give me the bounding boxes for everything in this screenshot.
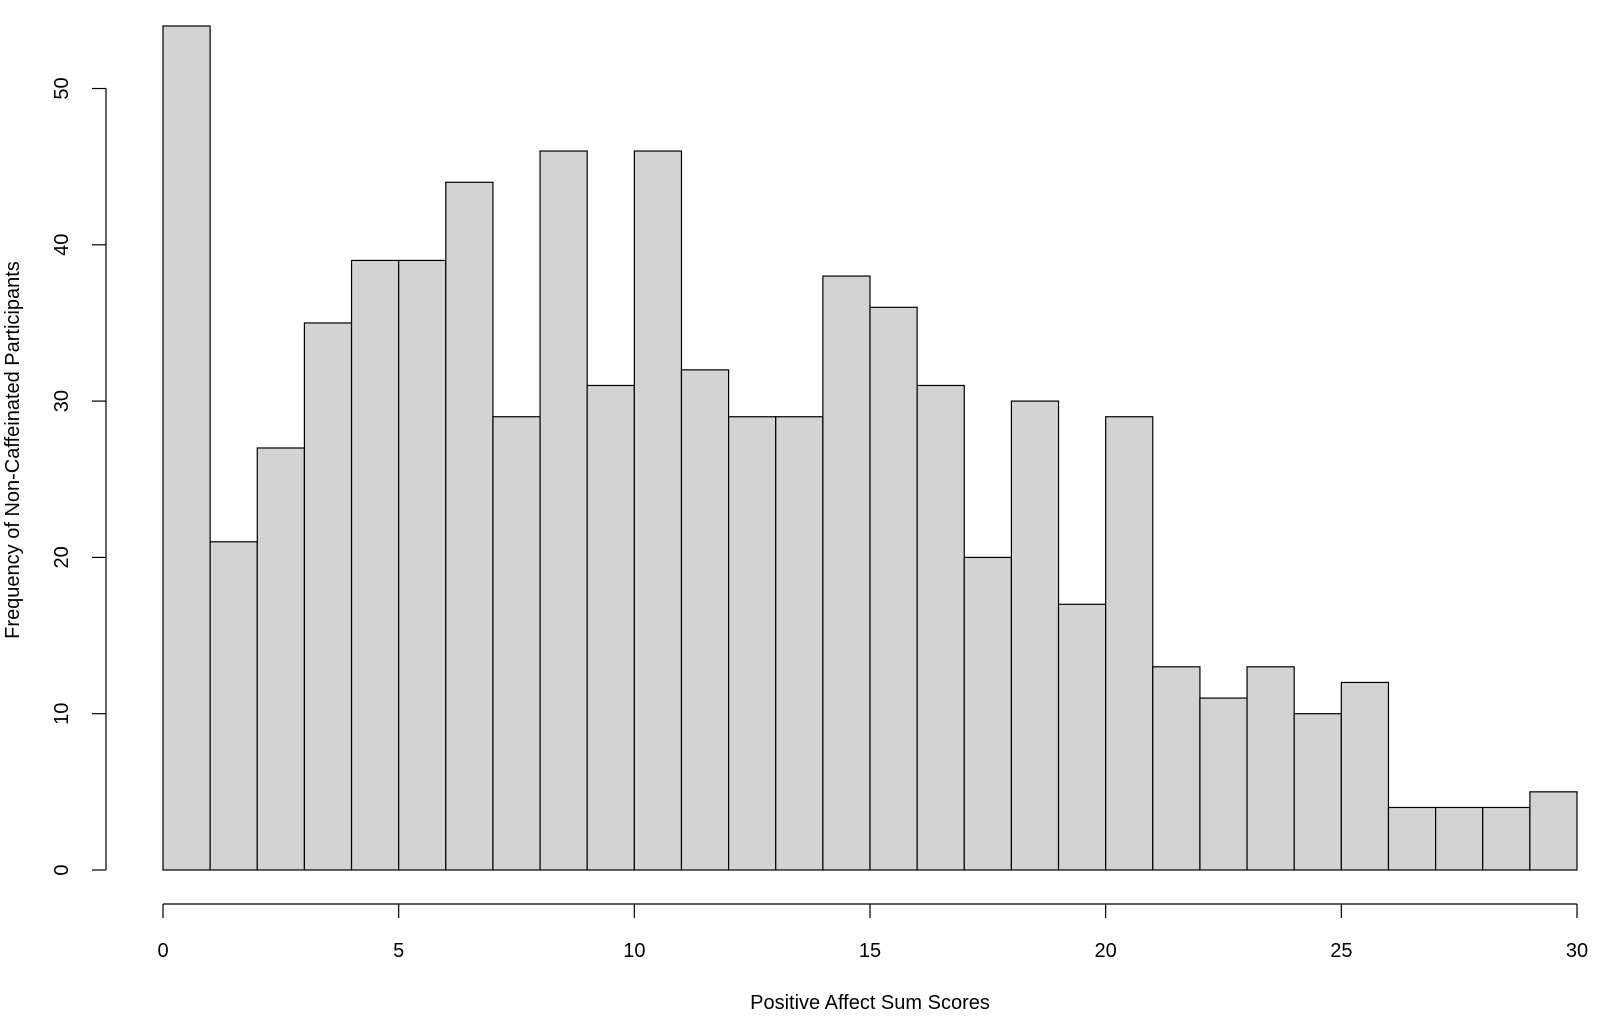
histogram-bar — [963, 556, 1012, 871]
histogram-bar — [303, 322, 353, 871]
histogram-bar — [869, 306, 918, 871]
histogram-bar — [775, 416, 824, 871]
histogram-bar — [539, 150, 588, 871]
histogram-bar — [398, 259, 447, 871]
x-tick-label: 20 — [1095, 940, 1117, 962]
x-tick-label: 10 — [623, 940, 645, 962]
x-tick-label: 5 — [393, 940, 404, 962]
histogram-bar — [1199, 697, 1248, 871]
y-tick-label: 40 — [51, 234, 73, 256]
x-axis-label: Positive Affect Sum Scores — [750, 992, 990, 1014]
histogram-bar — [1105, 416, 1154, 871]
histogram-bar — [586, 384, 635, 871]
histogram-bar — [1057, 603, 1107, 871]
histogram-bar — [492, 416, 541, 871]
histogram-bar — [916, 384, 965, 871]
x-tick-label: 15 — [859, 940, 881, 962]
histogram-bar — [209, 541, 258, 871]
x-axis: 0 5 10 15 20 25 30 — [157, 903, 1588, 962]
y-tick-label: 0 — [51, 864, 73, 875]
histogram-bar — [1152, 666, 1201, 871]
x-tick-label: 30 — [1566, 940, 1588, 962]
histogram-bar — [1387, 806, 1437, 871]
histogram-bar — [680, 369, 730, 871]
bars-group — [162, 25, 1578, 871]
histogram-bar — [445, 181, 494, 871]
histogram-bar — [1340, 681, 1390, 871]
histogram-bar — [1293, 713, 1342, 871]
histogram-bar — [1434, 806, 1484, 871]
histogram-bar — [822, 275, 871, 871]
y-tick-label: 30 — [51, 390, 73, 412]
histogram-bar — [633, 150, 683, 871]
histogram-bar — [1529, 791, 1578, 871]
histogram-bar — [727, 416, 777, 871]
histogram-bar — [1482, 806, 1531, 871]
histogram-bar — [1010, 400, 1060, 871]
histogram-bar — [256, 447, 305, 871]
histogram-bar — [1246, 666, 1295, 871]
y-tick-label: 20 — [51, 546, 73, 568]
y-axis-label: Frequency of Non-Caffeinated Participant… — [2, 261, 24, 639]
y-tick-label: 50 — [51, 77, 73, 99]
x-tick-label: 0 — [157, 940, 168, 962]
histogram-bar — [350, 259, 400, 871]
histogram-bar — [162, 25, 211, 871]
y-tick-label: 10 — [51, 703, 73, 725]
y-axis: 0 10 20 30 40 50 — [51, 77, 107, 876]
x-tick-label: 25 — [1330, 940, 1352, 962]
